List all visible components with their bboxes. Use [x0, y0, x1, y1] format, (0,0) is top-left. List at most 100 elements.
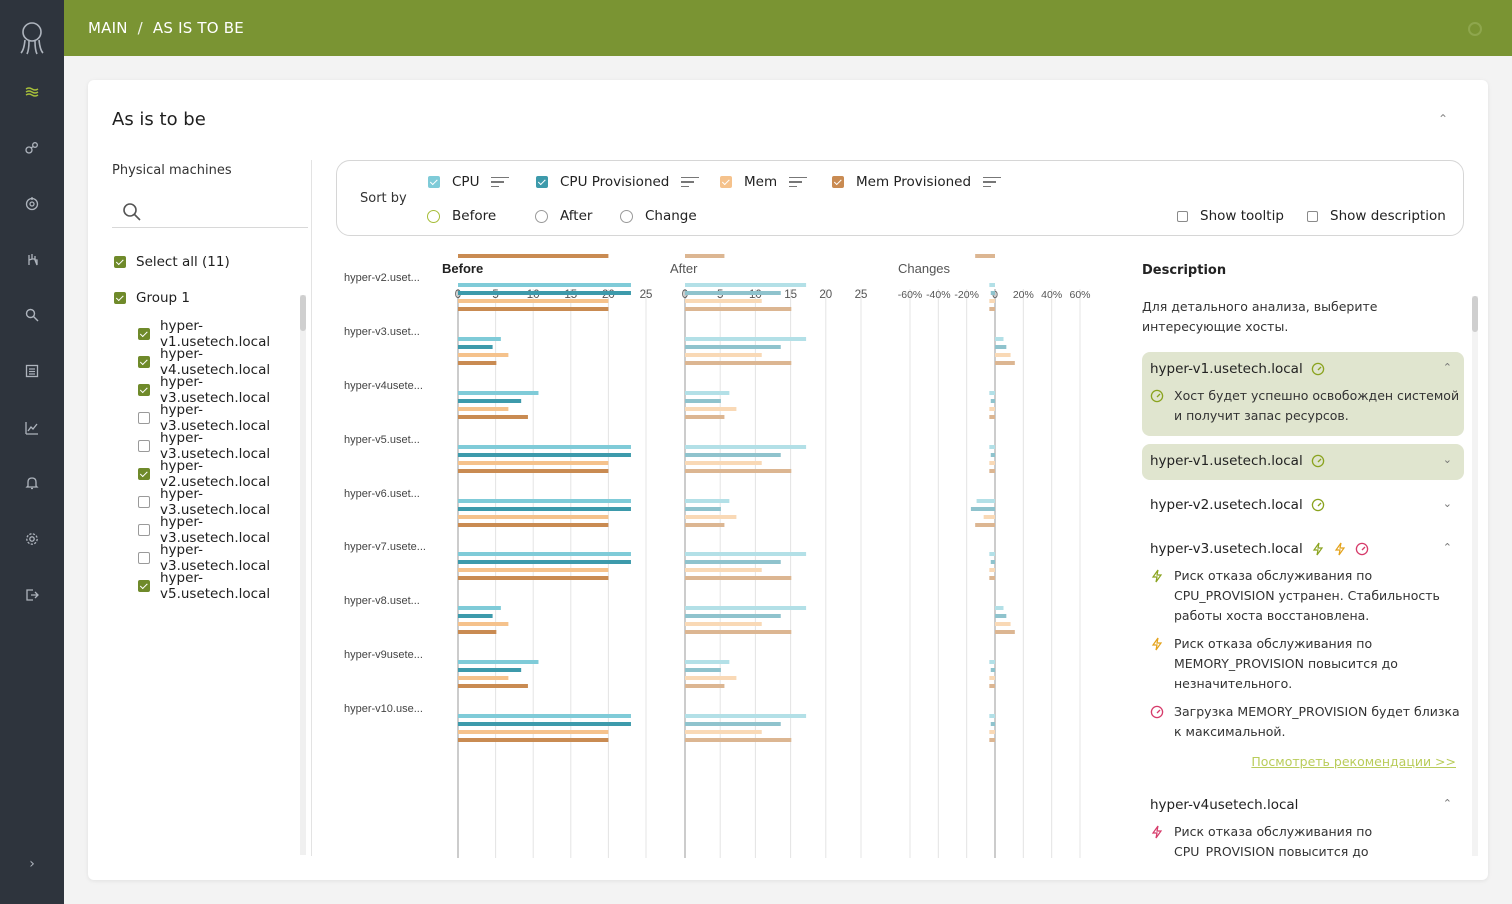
- host-description-item[interactable]: hyper-v1.usetech.local ⌄: [1142, 444, 1464, 480]
- bell-icon[interactable]: [22, 473, 42, 493]
- machines-search-input[interactable]: [112, 198, 308, 228]
- header-settings-icon[interactable]: [1468, 22, 1482, 36]
- host-check[interactable]: [138, 328, 150, 340]
- host-description-header[interactable]: hyper-v1.usetech.local: [1150, 453, 1325, 469]
- host-list-scrollbar[interactable]: [300, 295, 306, 855]
- host-checkbox[interactable]: hyper-v3.usetech.local: [138, 486, 312, 518]
- host-checkbox[interactable]: hyper-v3.usetech.local: [138, 402, 312, 434]
- chart-bar: [995, 606, 1004, 610]
- chart-bar: [685, 337, 807, 341]
- host-description-message: Риск отказа обслуживания по CPU_PROVISIO…: [1150, 822, 1460, 858]
- group-checkbox[interactable]: Group 1: [114, 290, 190, 306]
- show-tooltip-check[interactable]: [1177, 210, 1188, 222]
- chevron-up-icon[interactable]: ⌃: [1442, 361, 1452, 374]
- metric-cpu-checkbox[interactable]: CPU: [428, 174, 510, 190]
- host-check[interactable]: [138, 580, 150, 592]
- chevron-down-icon[interactable]: ⌄: [1442, 453, 1452, 466]
- mode-change-radio-dot[interactable]: [620, 209, 633, 223]
- logo-icon[interactable]: [16, 20, 48, 56]
- host-description-item[interactable]: hyper-v2.usetech.local ⌄: [1142, 488, 1464, 524]
- metric-mem-provisioned-check[interactable]: [832, 176, 844, 188]
- mode-after-radio[interactable]: After: [535, 208, 592, 224]
- expand-nav-button[interactable]: ›: [29, 856, 35, 872]
- chart-bar: [458, 345, 493, 349]
- chart-tick-label: 20: [819, 289, 832, 301]
- show-description-check[interactable]: [1307, 210, 1318, 222]
- logout-icon[interactable]: [22, 585, 42, 605]
- host-description-message: Загрузка MEMORY_PROVISION будет близка к…: [1150, 702, 1460, 742]
- list-icon[interactable]: [22, 361, 42, 381]
- sort-mem-icon[interactable]: [789, 176, 808, 188]
- scrollbar-thumb[interactable]: [1472, 296, 1478, 332]
- host-checkbox[interactable]: hyper-v3.usetech.local: [138, 430, 312, 462]
- host-description-header[interactable]: hyper-v4usetech.local: [1150, 797, 1298, 813]
- mode-before-radio[interactable]: Before: [427, 208, 496, 224]
- mode-after-radio-dot[interactable]: [535, 209, 548, 223]
- host-description-item[interactable]: hyper-v1.usetech.local ⌃ Хост будет успешн…: [1142, 352, 1464, 436]
- metric-cpu-check[interactable]: [428, 176, 440, 188]
- host-checkbox[interactable]: hyper-v3.usetech.local: [138, 514, 312, 546]
- host-checkbox[interactable]: hyper-v5.usetech.local: [138, 570, 312, 602]
- power-icon[interactable]: [22, 193, 42, 213]
- chart-bar: [458, 353, 509, 357]
- ok-gauge-icon: [1150, 389, 1164, 403]
- host-checkbox[interactable]: hyper-v3.usetech.local: [138, 374, 312, 406]
- host-checkbox[interactable]: hyper-v3.usetech.local: [138, 542, 312, 574]
- host-check[interactable]: [138, 552, 150, 564]
- mode-change-radio[interactable]: Change: [620, 208, 697, 224]
- sort-mem-provisioned-icon[interactable]: [983, 176, 1002, 188]
- metric-cpu-provisioned-checkbox[interactable]: CPU Provisioned: [536, 174, 700, 190]
- select-all-check[interactable]: [114, 256, 126, 268]
- chart-bar: [458, 714, 631, 718]
- show-tooltip-checkbox[interactable]: Show tooltip: [1177, 208, 1284, 224]
- chart-bar: [989, 415, 995, 419]
- host-description-item[interactable]: hyper-v3.usetech.local ⌃ Риск отказа обслу…: [1142, 532, 1464, 776]
- group-check[interactable]: [114, 292, 126, 304]
- host-description-header[interactable]: hyper-v1.usetech.local: [1150, 361, 1325, 377]
- select-all-checkbox[interactable]: Select all (11): [114, 254, 230, 270]
- host-check[interactable]: [138, 356, 150, 368]
- nodes-icon[interactable]: [22, 138, 42, 158]
- collapse-card-icon[interactable]: ⌃: [1438, 112, 1449, 126]
- chevron-up-icon[interactable]: ⌃: [1442, 541, 1452, 554]
- chevron-up-icon[interactable]: ⌃: [1442, 797, 1452, 810]
- metric-mem-provisioned-label: Mem Provisioned: [856, 174, 972, 190]
- search-icon: [123, 203, 141, 221]
- hand-icon[interactable]: [22, 249, 42, 269]
- mode-before-radio-dot[interactable]: [427, 209, 440, 223]
- breadcrumb-main[interactable]: MAIN: [88, 19, 128, 37]
- host-description-header[interactable]: hyper-v3.usetech.local: [1150, 541, 1369, 557]
- show-description-checkbox[interactable]: Show description: [1307, 208, 1446, 224]
- chart-bar: [685, 453, 781, 457]
- description-scrollbar[interactable]: [1472, 296, 1478, 856]
- chart-bar: [685, 399, 721, 403]
- host-checkbox[interactable]: hyper-v2.usetech.local: [138, 458, 312, 490]
- host-description-header[interactable]: hyper-v2.usetech.local: [1150, 497, 1325, 513]
- view-recommendations-link[interactable]: Посмотреть рекомендации >>: [1251, 754, 1456, 769]
- metric-cpu-provisioned-check[interactable]: [536, 176, 548, 188]
- sort-cpu-icon[interactable]: [491, 176, 510, 188]
- chevron-down-icon[interactable]: ⌄: [1442, 497, 1452, 510]
- chart-bar: [685, 630, 792, 634]
- metric-mem-provisioned-checkbox[interactable]: Mem Provisioned: [832, 174, 1002, 190]
- host-check[interactable]: [138, 468, 150, 480]
- chart-icon[interactable]: [22, 418, 42, 438]
- gear-icon[interactable]: [22, 529, 42, 549]
- layers-icon[interactable]: [22, 82, 42, 102]
- metric-mem-checkbox[interactable]: Mem: [720, 174, 808, 190]
- host-checkbox[interactable]: hyper-v1.usetech.local: [138, 318, 312, 350]
- mode-change-label: Change: [645, 208, 697, 224]
- host-checkbox[interactable]: hyper-v4.usetech.local: [138, 346, 312, 378]
- host-check[interactable]: [138, 384, 150, 396]
- host-description-item[interactable]: hyper-v4usetech.local ⌃ Риск отказа обслуж…: [1142, 788, 1464, 858]
- search-icon[interactable]: [22, 305, 42, 325]
- host-check[interactable]: [138, 524, 150, 536]
- sort-cpu-provisioned-icon[interactable]: [681, 176, 700, 188]
- chart-bar: [995, 337, 1004, 341]
- sort-by-label: Sort by: [360, 191, 407, 206]
- metric-mem-check[interactable]: [720, 176, 732, 188]
- scrollbar-thumb[interactable]: [300, 295, 306, 331]
- host-check[interactable]: [138, 412, 150, 424]
- host-check[interactable]: [138, 440, 150, 452]
- host-check[interactable]: [138, 496, 150, 508]
